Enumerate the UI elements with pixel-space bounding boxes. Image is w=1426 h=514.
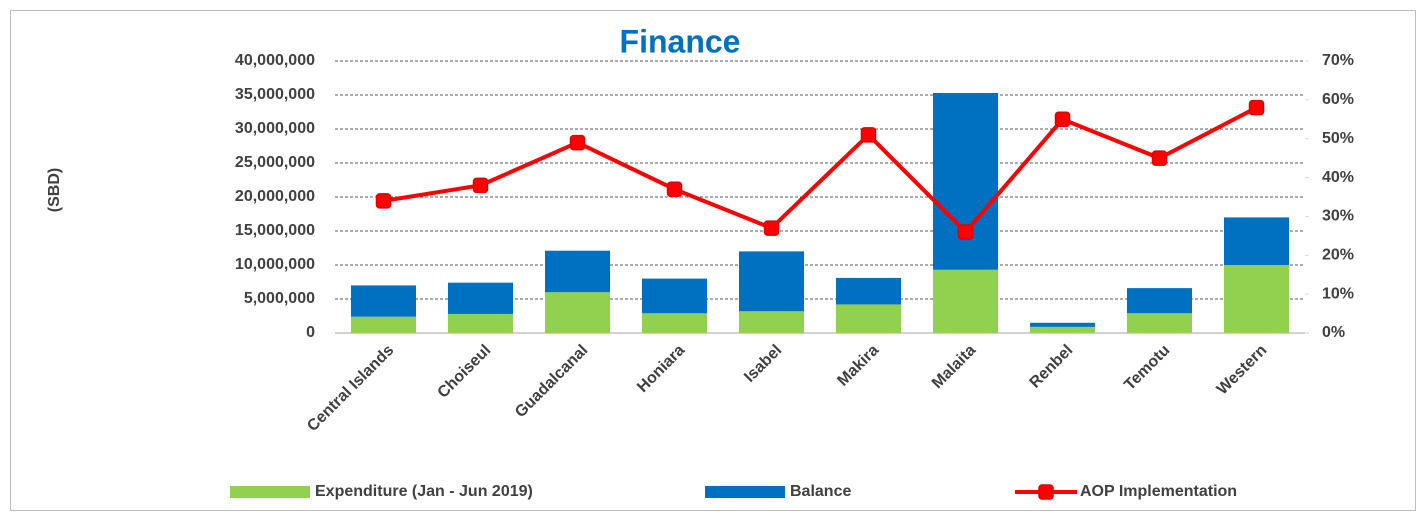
legend-label: AOP Implementation (1080, 483, 1237, 500)
x-tick-label: Renbel (1027, 342, 1077, 392)
line-marker (666, 181, 683, 197)
y2-tick-label: 50% (1322, 130, 1354, 147)
y-tick-label: 20,000,000 (235, 188, 315, 205)
x-tick-label: Choiseul (435, 342, 495, 402)
bar (933, 269, 998, 333)
y2-tick-label: 70% (1322, 52, 1354, 69)
y2-tick-label: 40% (1322, 169, 1354, 186)
legend-label: Expenditure (Jan - Jun 2019) (315, 483, 533, 500)
bar (448, 282, 513, 314)
bar (545, 292, 610, 333)
bar (642, 313, 707, 333)
legend-swatch (705, 486, 785, 498)
x-tick-label: Central Islands (304, 342, 397, 435)
y-tick-label: 35,000,000 (235, 86, 315, 103)
bar (836, 304, 901, 333)
line-marker (1151, 150, 1168, 166)
chart-title: Finance (620, 23, 741, 59)
bar (739, 311, 804, 333)
y-tick-label: 10,000,000 (235, 256, 315, 273)
legend-swatch (230, 486, 310, 498)
line-marker (957, 224, 974, 240)
bar (1127, 313, 1192, 333)
y2-tick-label: 0% (1322, 324, 1345, 341)
bar (1224, 217, 1289, 265)
bar (351, 285, 416, 317)
x-tick-label: Guadalcanal (512, 342, 591, 421)
y2-tick-label: 20% (1322, 247, 1354, 264)
x-tick-label: Western (1214, 342, 1270, 398)
y-tick-label: 25,000,000 (235, 154, 315, 171)
bar (1030, 326, 1095, 333)
line-marker (375, 193, 392, 209)
bar (1030, 322, 1095, 327)
x-tick-label: Malaita (929, 342, 979, 392)
y-tick-label: 5,000,000 (244, 290, 315, 307)
line-marker (860, 127, 877, 143)
bar (448, 313, 513, 333)
line-marker (569, 134, 586, 151)
y2-tick-label: 30% (1322, 208, 1354, 225)
y2-tick-label: 60% (1322, 91, 1354, 108)
y-axis-label: (SBD) (46, 168, 63, 212)
x-tick-label: Isabel (741, 342, 785, 386)
y-tick-label: 15,000,000 (235, 222, 315, 239)
legend-label: Balance (790, 483, 851, 500)
bar (351, 316, 416, 333)
bar (739, 251, 804, 312)
x-tick-label: Makira (834, 342, 882, 390)
y-tick-label: 30,000,000 (235, 120, 315, 137)
bar (1127, 288, 1192, 314)
x-tick-label: Temotu (1121, 342, 1173, 394)
line (383, 105, 1258, 235)
bar (933, 92, 998, 270)
y-tick-label: 40,000,000 (235, 52, 315, 69)
chart-frame (10, 10, 1416, 511)
line-marker (472, 177, 489, 194)
bar (1224, 265, 1289, 333)
line-marker (1248, 99, 1265, 116)
line-marker (1038, 484, 1054, 500)
line-marker (1054, 111, 1071, 128)
bar (545, 250, 610, 293)
y2-tick-label: 10% (1322, 285, 1354, 302)
y-tick-label: 0 (306, 324, 315, 341)
line-marker (763, 220, 780, 236)
bar (642, 278, 707, 314)
bar (836, 277, 901, 305)
x-tick-label: Honiara (634, 342, 688, 396)
